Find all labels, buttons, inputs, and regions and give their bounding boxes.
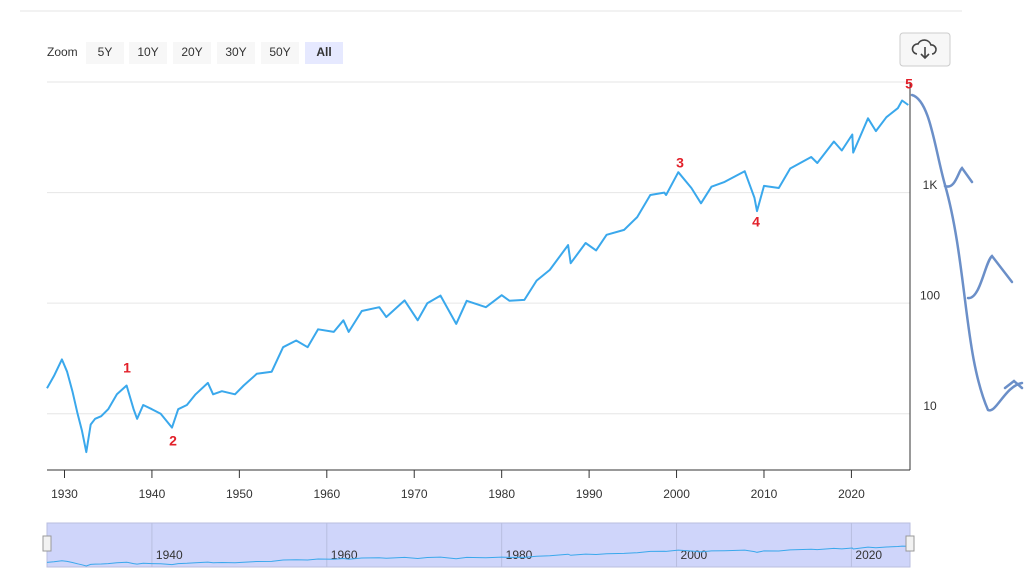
navigator-label: 1940 [156, 548, 183, 562]
zoom-button-label[interactable]: 5Y [98, 45, 113, 59]
annotation: 1 [123, 360, 131, 376]
pen-stroke [943, 166, 974, 188]
navigator-handle[interactable] [42, 535, 52, 552]
x-tick-label: 1960 [313, 487, 340, 501]
x-tick-label: 1950 [226, 487, 253, 501]
y-tick-label: 10 [923, 399, 937, 413]
navigator-label: 1960 [331, 548, 358, 562]
navigator-line [46, 545, 909, 567]
x-tick-label: 2010 [751, 487, 778, 501]
x-tick-label: 2020 [838, 487, 865, 501]
download-icon[interactable] [911, 39, 937, 60]
annotation: 3 [676, 155, 684, 171]
zoom-button-label[interactable]: 30Y [225, 45, 246, 59]
annotation: 2 [169, 433, 177, 449]
zoom-button[interactable] [173, 42, 211, 64]
annotation: 5 [905, 76, 913, 92]
pen-stroke [910, 93, 1024, 412]
zoom-button-label[interactable]: 50Y [269, 45, 290, 59]
zoom-button-label[interactable]: 20Y [181, 45, 202, 59]
price-line [46, 99, 909, 454]
zoom-button[interactable] [261, 42, 299, 64]
zoom-button[interactable] [129, 42, 167, 64]
zoom-label: Zoom [47, 45, 78, 59]
pen-stroke [966, 254, 1014, 300]
zoom-button[interactable] [305, 42, 343, 64]
x-tick-label: 1930 [51, 487, 78, 501]
zoom-button[interactable] [217, 42, 255, 64]
y-tick-label: 1K [923, 178, 938, 192]
navigator-label: 2020 [855, 548, 882, 562]
x-tick-label: 1970 [401, 487, 428, 501]
pen-stroke [1003, 379, 1024, 390]
zoom-button-label[interactable]: 10Y [137, 45, 158, 59]
annotation: 4 [752, 214, 760, 230]
zoom-button-label[interactable]: All [316, 45, 331, 59]
navigator-label: 1980 [506, 548, 533, 562]
x-tick-label: 1990 [576, 487, 603, 501]
x-tick-label: 2000 [663, 487, 690, 501]
x-tick-label: 1980 [488, 487, 515, 501]
hand-drawing [910, 93, 1024, 412]
x-tick-label: 1940 [139, 487, 166, 501]
download-button[interactable] [899, 32, 951, 67]
navigator-handle[interactable] [905, 535, 915, 552]
y-tick-label: 100 [920, 288, 940, 302]
zoom-button[interactable] [86, 42, 124, 64]
